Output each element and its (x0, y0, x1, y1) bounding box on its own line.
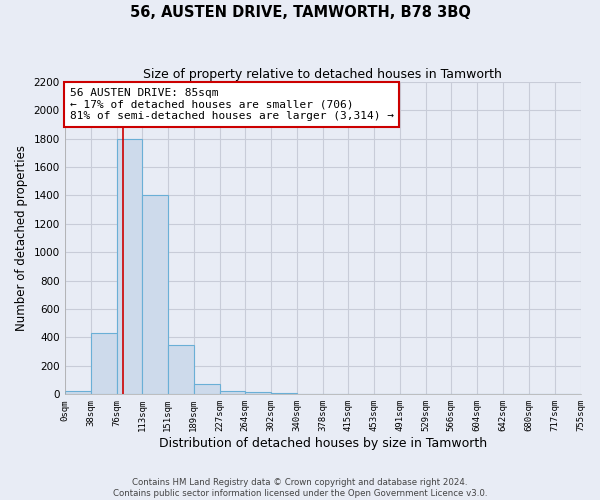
Text: Contains HM Land Registry data © Crown copyright and database right 2024.
Contai: Contains HM Land Registry data © Crown c… (113, 478, 487, 498)
Bar (220, 391, 245, 394)
Bar (91, 333, 116, 394)
Bar (65, 392, 91, 394)
Bar (142, 196, 168, 394)
Text: 56 AUSTEN DRIVE: 85sqm
← 17% of detached houses are smaller (706)
81% of semi-de: 56 AUSTEN DRIVE: 85sqm ← 17% of detached… (70, 88, 394, 121)
Bar (168, 344, 194, 395)
Bar (245, 392, 271, 394)
Text: 56, AUSTEN DRIVE, TAMWORTH, B78 3BQ: 56, AUSTEN DRIVE, TAMWORTH, B78 3BQ (130, 5, 470, 20)
Bar (271, 393, 297, 394)
X-axis label: Distribution of detached houses by size in Tamworth: Distribution of detached houses by size … (158, 437, 487, 450)
Bar (116, 138, 142, 394)
Bar (194, 384, 220, 394)
Title: Size of property relative to detached houses in Tamworth: Size of property relative to detached ho… (143, 68, 502, 80)
Y-axis label: Number of detached properties: Number of detached properties (15, 145, 28, 331)
